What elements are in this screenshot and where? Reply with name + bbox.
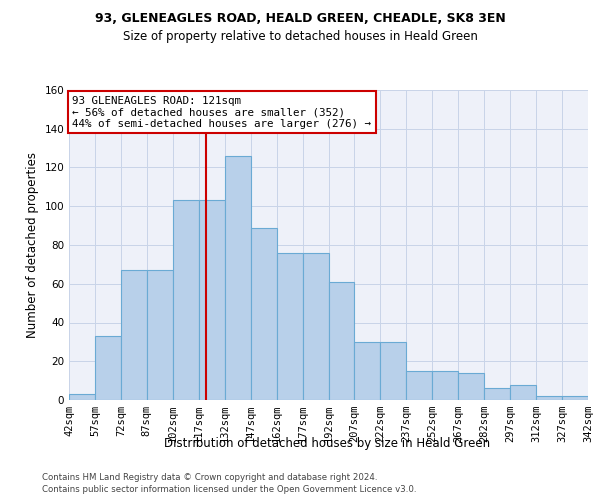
Text: Contains HM Land Registry data © Crown copyright and database right 2024.: Contains HM Land Registry data © Crown c… [42, 472, 377, 482]
Bar [432, 371, 458, 400]
Bar [95, 336, 121, 400]
Bar [355, 342, 380, 400]
Text: Size of property relative to detached houses in Heald Green: Size of property relative to detached ho… [122, 30, 478, 43]
Bar [277, 252, 302, 400]
Bar [536, 396, 562, 400]
Text: 93, GLENEAGLES ROAD, HEALD GREEN, CHEADLE, SK8 3EN: 93, GLENEAGLES ROAD, HEALD GREEN, CHEADL… [95, 12, 505, 26]
Bar [562, 396, 588, 400]
Bar [380, 342, 406, 400]
Text: 93 GLENEAGLES ROAD: 121sqm
← 56% of detached houses are smaller (352)
44% of sem: 93 GLENEAGLES ROAD: 121sqm ← 56% of deta… [73, 96, 371, 129]
Bar [121, 270, 147, 400]
Text: Distribution of detached houses by size in Heald Green: Distribution of detached houses by size … [164, 438, 490, 450]
Bar [69, 394, 95, 400]
Bar [406, 371, 432, 400]
Bar [199, 200, 224, 400]
Text: Contains public sector information licensed under the Open Government Licence v3: Contains public sector information licen… [42, 485, 416, 494]
Bar [510, 384, 536, 400]
Bar [173, 200, 199, 400]
Bar [224, 156, 251, 400]
Y-axis label: Number of detached properties: Number of detached properties [26, 152, 39, 338]
Bar [484, 388, 510, 400]
Bar [251, 228, 277, 400]
Bar [147, 270, 173, 400]
Bar [458, 373, 484, 400]
Bar [302, 252, 329, 400]
Bar [329, 282, 355, 400]
